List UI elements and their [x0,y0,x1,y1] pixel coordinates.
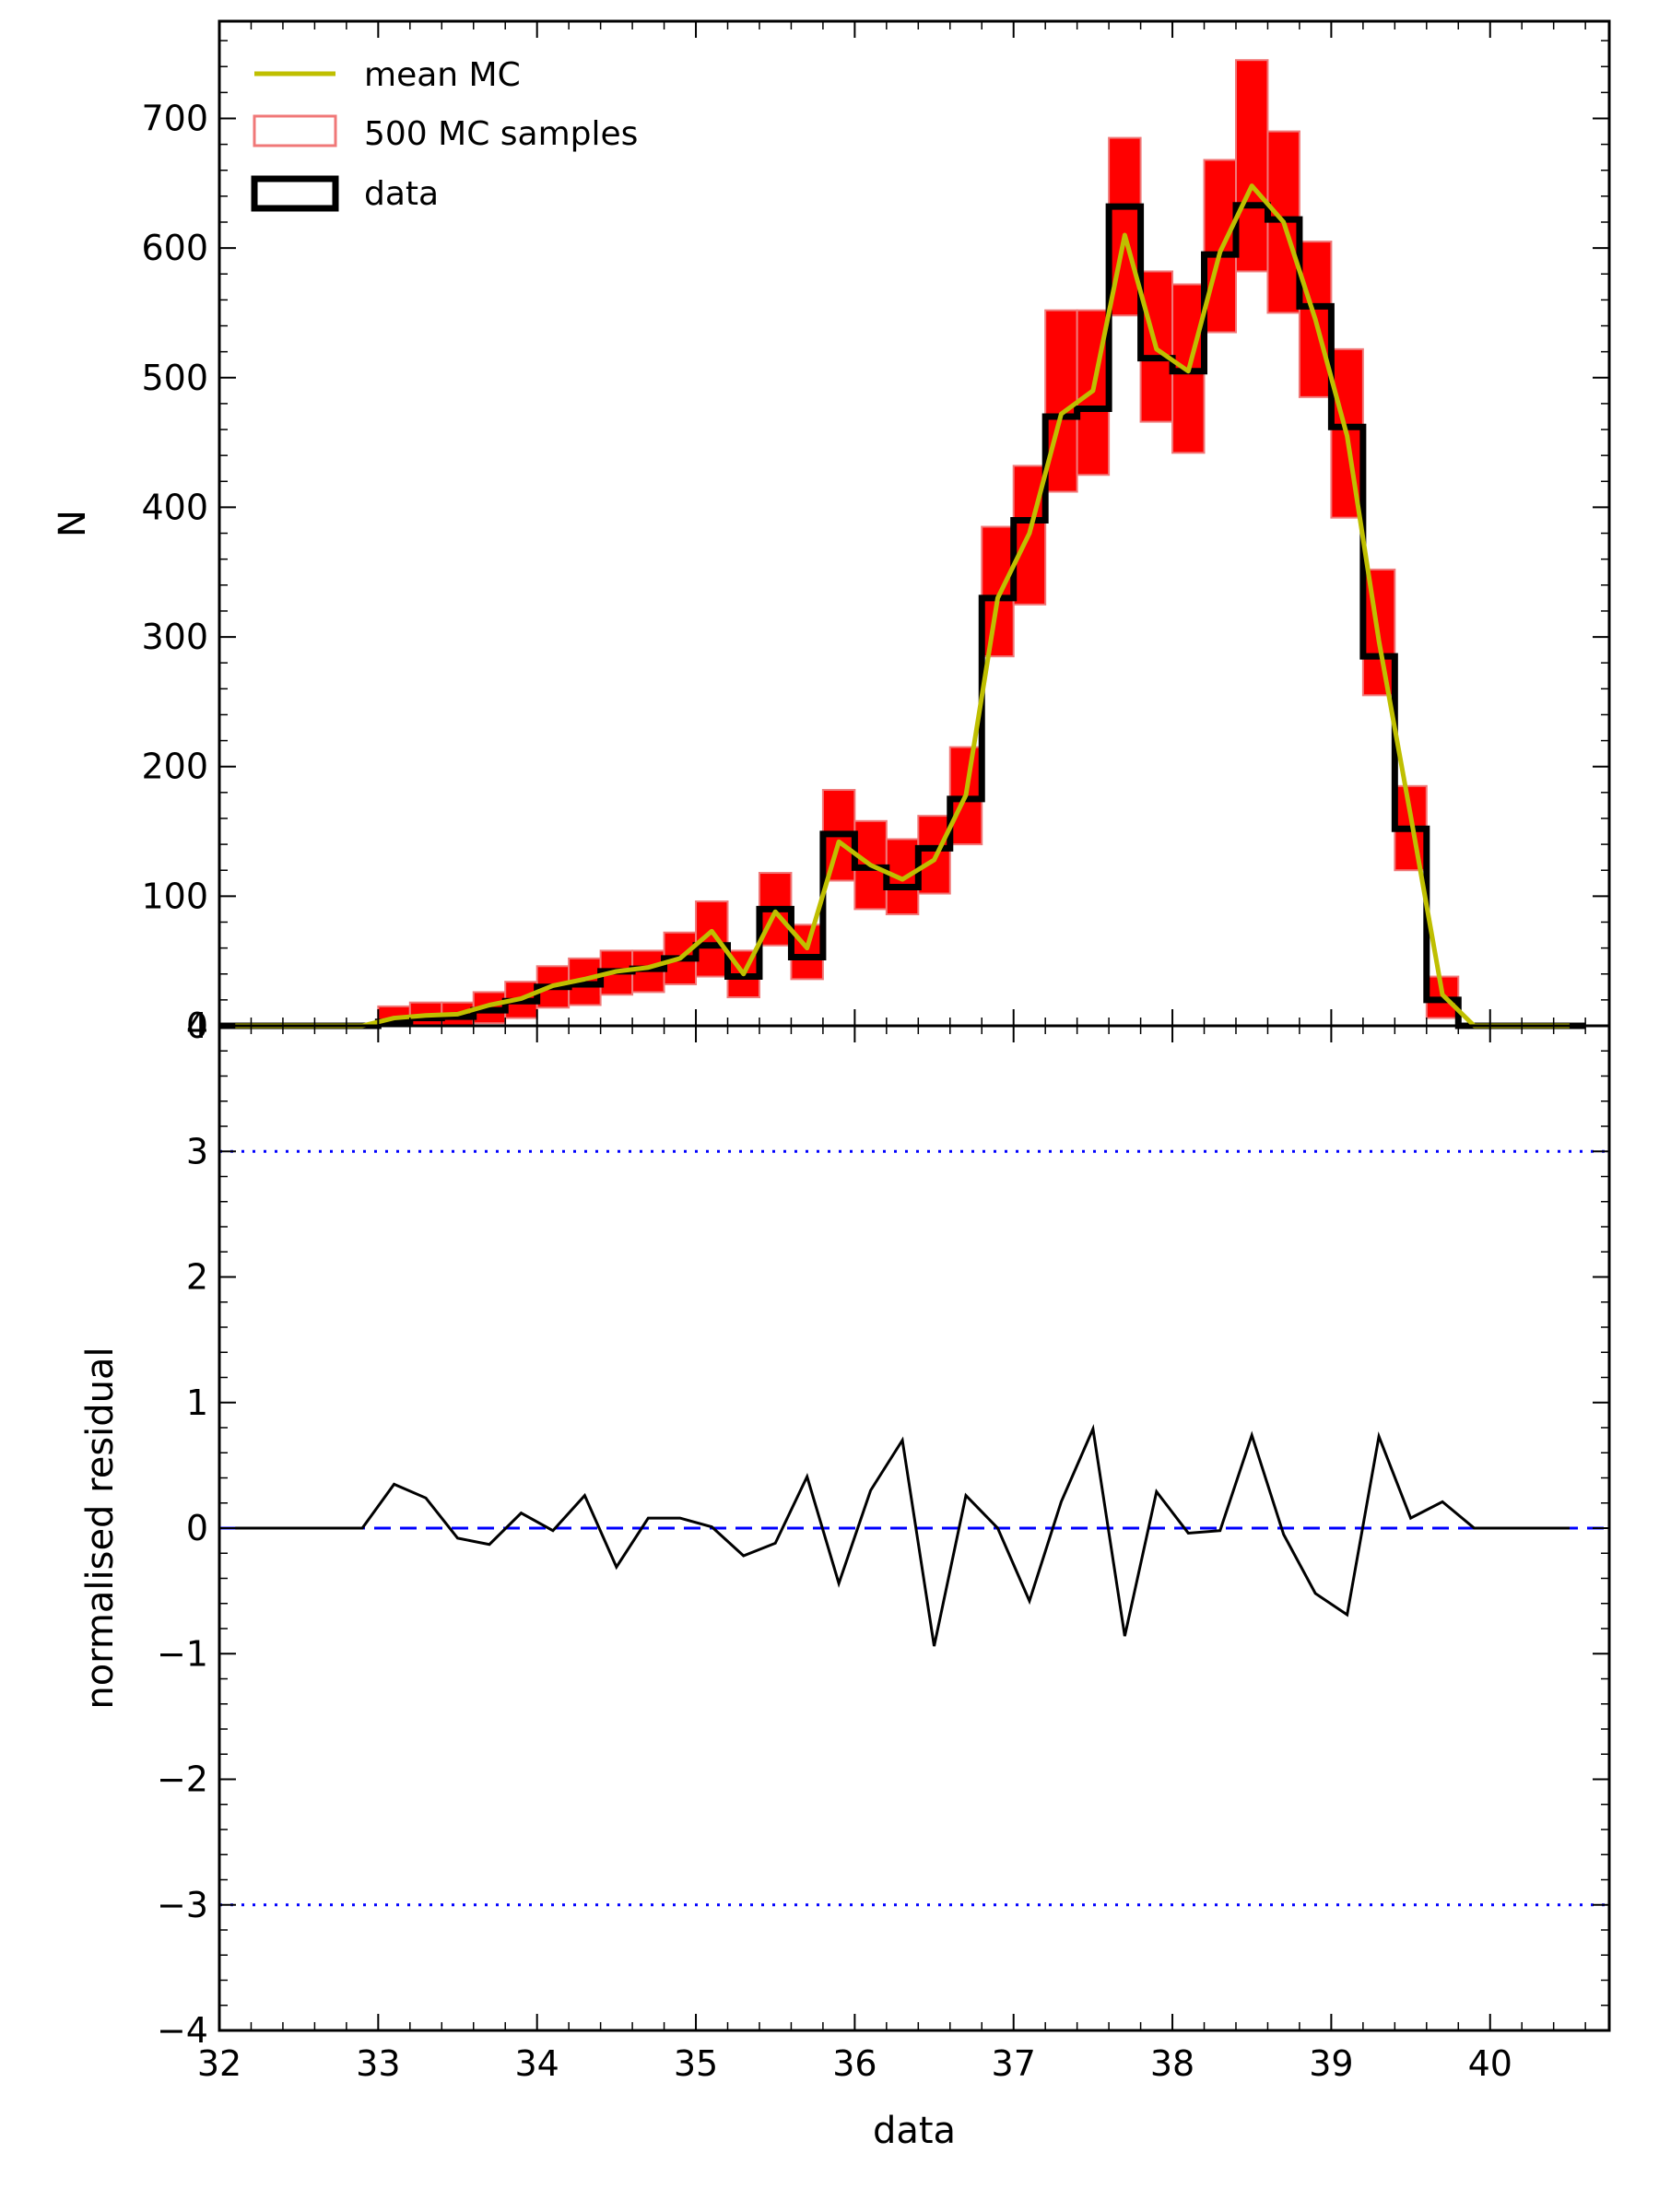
x-tick-label: 40 [1468,2043,1512,2084]
histogram-y-tick-label: 500 [141,358,208,398]
mean-mc-polyline [235,183,1570,1029]
residual-y-tick-label: 4 [186,1006,208,1046]
x-tick-label: 38 [1150,2043,1194,2084]
mc-band-bin [695,900,729,978]
data-histogram [219,202,1586,1030]
legend-label-mean-mc: mean MC [364,56,521,94]
residual-polyline [235,1424,1570,1647]
histogram-panel: 0 100 200 300 400 500 600 700 N mean MC 500 MC … [52,19,1611,1046]
histogram-y-tick-label: 600 [141,228,208,268]
residual-line [235,1424,1570,1647]
histogram-y-tick-label: 0 [186,1006,208,1046]
legend-swatch-mc-samples [253,114,337,147]
x-axis-title: data [873,2110,956,2152]
histogram-y-tick-label: 200 [141,747,208,787]
legend-label-data: data [364,175,439,213]
residual-y-tick-label: 2 [186,1257,208,1298]
x-tick-label: 35 [674,2043,718,2084]
residual-y-tick-label: 1 [186,1382,208,1423]
x-tick-label: 34 [515,2043,559,2084]
x-tick-label: 33 [356,2043,400,2084]
legend-swatch-data [251,175,339,212]
histogram-y-tick-label: 300 [141,617,208,657]
mc-band-bin [981,525,1015,658]
x-tick-label: 36 [832,2043,877,2084]
histogram-ticks: 0 100 200 300 400 500 600 700 [141,21,1609,1046]
histogram-y-tick-label: 100 [141,876,208,916]
residual-y-tick-label: 0 [186,1508,208,1548]
legend-label-mc-samples: 500 MC samples [364,115,638,153]
x-tick-label: 32 [197,2043,241,2084]
legend: mean MC 500 MC samples data [251,56,638,213]
x-tick-label: 39 [1309,2043,1353,2084]
residual-axes-frame [218,1024,1611,2032]
mc-band-bin [1203,159,1237,334]
x-tick-label: 37 [992,2043,1036,2084]
histogram-y-axis-title: N [52,510,94,537]
residual-y-tick-label: −1 [157,1633,208,1674]
residual-y-axis-title: normalised residual [79,1347,122,1709]
mean-mc-line [235,183,1570,1029]
mc-band-bin [1234,59,1269,273]
data-step-line [219,202,1586,1030]
residual-y-tick-label: 3 [186,1131,208,1171]
residual-y-tick-label: −4 [157,2010,208,2051]
histogram-y-tick-label: 700 [141,98,208,138]
residual-y-tick-label: −2 [157,1759,208,1800]
histogram-y-tick-label: 400 [141,487,208,527]
residual-y-tick-label: −3 [157,1885,208,1925]
